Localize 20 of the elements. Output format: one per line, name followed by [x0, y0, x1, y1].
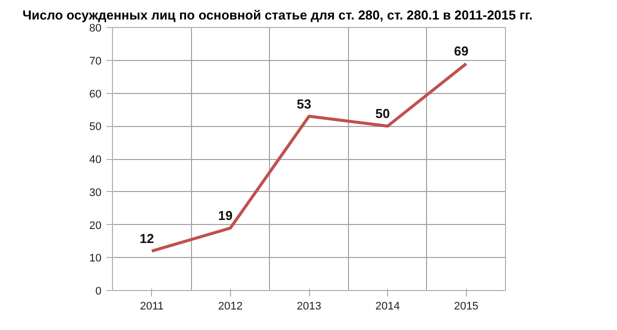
y-tick-label: 70 [89, 55, 102, 68]
y-tick-label: 10 [89, 252, 102, 265]
data-label: 12 [140, 231, 154, 246]
y-tick-label: 0 [95, 286, 102, 298]
data-label: 69 [454, 44, 468, 59]
x-tick-label: 2011 [140, 300, 164, 312]
chart-title: Число осужденных лиц по основной статье для ст. 280, ст. 280.1 в 2011-2015 гг. [22, 8, 533, 22]
y-tick-label: 60 [89, 88, 102, 100]
y-tick-label: 80 [89, 22, 102, 34]
x-tick-label: 2013 [296, 300, 322, 312]
data-label: 53 [296, 96, 312, 112]
data-label: 19 [218, 208, 233, 224]
y-tick-label: 20 [89, 220, 102, 232]
y-tick-label: 40 [89, 154, 102, 166]
y-tick-label: 50 [89, 121, 102, 134]
x-tick-label: 2015 [454, 300, 478, 312]
y-tick-label: 30 [89, 186, 102, 199]
x-tick-label: 2012 [218, 300, 243, 312]
data-label: 50 [375, 106, 390, 122]
x-tick-label: 2014 [375, 300, 400, 312]
